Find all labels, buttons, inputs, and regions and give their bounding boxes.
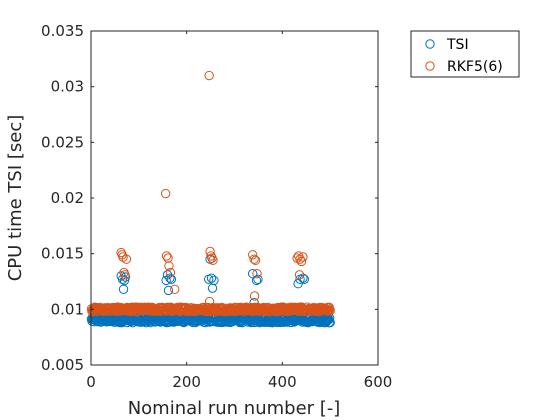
- data-point-outlier: [205, 246, 215, 257]
- data-point: [325, 317, 335, 328]
- legend: TSI RKF5(6): [410, 30, 520, 78]
- data-point-outlier: [204, 296, 215, 307]
- data-point-outlier: [296, 256, 307, 267]
- data-point-outlier: [206, 273, 217, 283]
- data-point-outlier: [249, 291, 260, 301]
- data-point-outlier: [170, 284, 180, 294]
- legend-marker-tsi: [425, 39, 435, 49]
- data-point-outlier: [209, 275, 219, 286]
- plot-area: 0 200 400 600 0.0050.010.0150.020.0250.030.…: [41, 22, 392, 391]
- x-axis-label: Nominal run number [-]: [128, 398, 341, 419]
- y-tick-label: 0.005: [41, 356, 84, 374]
- data-point-outlier: [250, 255, 261, 266]
- data-point-outlier: [166, 274, 177, 284]
- data-point-outlier: [251, 275, 262, 286]
- y-tick-label: 0.02: [51, 189, 84, 207]
- x-tick-label: 200: [172, 373, 201, 391]
- y-axis-label: CPU time TSI [sec]: [5, 115, 26, 282]
- data-point-outlier: [295, 254, 305, 264]
- data-point-outlier: [208, 255, 218, 266]
- data-point-outlier: [294, 270, 305, 280]
- data-point-outlier: [247, 250, 258, 260]
- data-point-outlier: [117, 274, 128, 284]
- data-point-outlier: [164, 261, 174, 271]
- data-point-outlier: [160, 188, 171, 199]
- data-point-outlier: [253, 274, 263, 284]
- data-point-outlier: [293, 279, 303, 289]
- series-layer: [86, 70, 335, 328]
- series-rkf56: [86, 70, 335, 317]
- x-axis-ticks: 0 200 400 600: [86, 31, 392, 391]
- legend-label-tsi: TSI: [446, 37, 469, 53]
- y-tick-label: 0.01: [51, 300, 84, 318]
- x-tick-label: 600: [364, 373, 393, 391]
- data-point-outlier: [118, 284, 129, 294]
- data-point: [325, 305, 335, 316]
- data-point-outlier: [298, 252, 308, 262]
- data-point-outlier: [163, 253, 173, 263]
- data-point-outlier: [120, 270, 130, 280]
- y-tick-label: 0.025: [41, 133, 84, 151]
- y-tick-label: 0.035: [41, 22, 84, 40]
- y-axis-ticks: 0.005 0.01 0.015 0.02 0.025 0.03 0.035: [41, 22, 378, 374]
- data-point-outlier: [249, 254, 259, 264]
- data-point-outlier: [161, 251, 172, 261]
- data-point-outlier: [298, 273, 308, 283]
- data-point-outlier: [252, 269, 262, 279]
- data-point-outlier: [165, 273, 175, 283]
- data-point-outlier: [121, 254, 132, 264]
- data-point-outlier: [163, 285, 174, 296]
- y-tick-label: 0.03: [51, 78, 84, 96]
- y-tick-label: 0.015: [41, 245, 84, 263]
- data-point-outlier: [204, 70, 214, 81]
- x-tick-label: 400: [268, 373, 297, 391]
- legend-box: [410, 30, 520, 78]
- legend-marker-rkf56: [425, 61, 435, 71]
- legend-label-rkf56: RKF5(6): [447, 59, 503, 75]
- data-point-outlier: [165, 267, 176, 278]
- x-tick-label: 0: [86, 373, 96, 391]
